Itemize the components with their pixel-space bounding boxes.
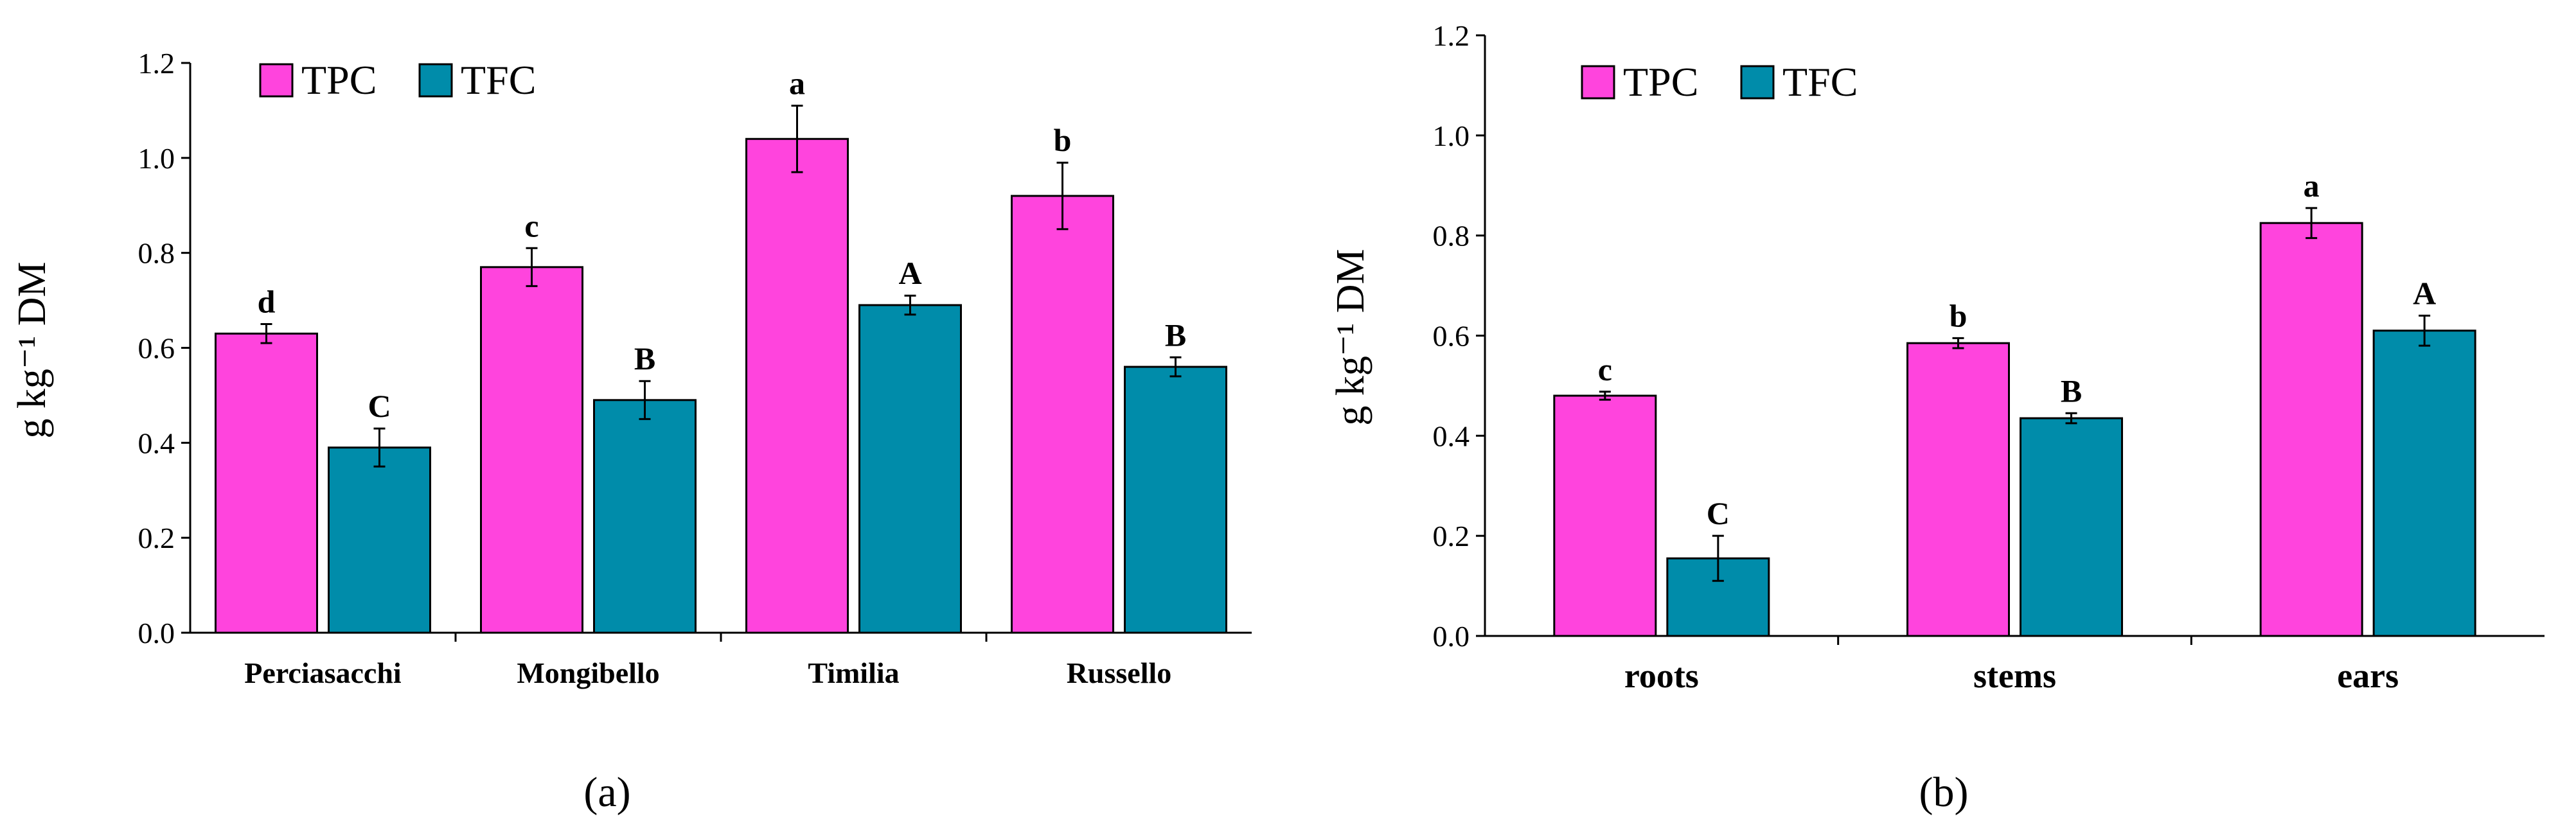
y-tick-label: 1.0 (1433, 119, 1470, 152)
significance-letter: A (2413, 275, 2436, 311)
legend-swatch-tfc (1740, 65, 1775, 100)
bar-tpc (1553, 394, 1657, 637)
significance-letter: b (1950, 297, 1968, 333)
significance-letter: c (524, 207, 538, 243)
y-tick-label: 0.8 (1433, 220, 1470, 252)
significance-letter: d (258, 284, 276, 320)
y-tick-label: 0.8 (138, 237, 175, 270)
y-axis-label: g kg⁻¹ DM (10, 261, 54, 438)
legend-swatch-tpc (1581, 65, 1615, 100)
bar-tfc (328, 446, 431, 634)
legend-label: TPC (1623, 59, 1698, 105)
legend-label: TPC (301, 57, 377, 103)
bar-tpc (480, 266, 583, 634)
y-tick-label: 1.0 (138, 142, 175, 175)
y-tick-label: 0.0 (1433, 620, 1470, 653)
legend-label: TFC (461, 57, 536, 103)
x-tick-label: Timilia (808, 656, 899, 689)
y-tick-label: 1.2 (138, 47, 175, 80)
bar-tfc (2372, 330, 2476, 637)
x-tick-label: Russello (1067, 656, 1172, 689)
bar-tfc (1124, 366, 1227, 634)
bar-tpc (1906, 342, 2010, 637)
y-tick-label: 0.0 (138, 617, 175, 649)
significance-letter: C (368, 388, 391, 424)
panel-a-chart: 0.0 0.2 0.4 0.6 0.8 1.0 1.2 g kg⁻¹ DM d C Perciasa… (10, 47, 1252, 816)
y-tick-label: 0.4 (1433, 419, 1470, 452)
y-tick-label: 0.6 (138, 332, 175, 365)
significance-letter: a (789, 66, 805, 101)
panel-label: (a) (583, 769, 630, 816)
x-tick-label: stems (1973, 656, 2056, 695)
bar-tfc (593, 399, 697, 634)
bar-tfc (858, 304, 962, 634)
legend-label: TFC (1782, 59, 1858, 105)
x-tick-label: roots (1624, 656, 1699, 695)
y-tick-label: 0.2 (1433, 520, 1470, 552)
significance-letter: c (1598, 351, 1612, 387)
bar-tpc (1011, 195, 1114, 634)
legend-swatch-tfc (418, 63, 453, 98)
y-tick-label: 0.4 (138, 427, 175, 459)
significance-letter: B (2061, 373, 2082, 409)
panel-label: (b) (1919, 769, 1969, 816)
significance-letter: B (1165, 317, 1186, 353)
significance-letter: B (634, 340, 655, 376)
significance-letter: b (1054, 122, 1072, 158)
y-axis-label: g kg⁻¹ DM (1329, 249, 1372, 425)
x-tick-label: Perciasacchi (244, 656, 402, 689)
bar-tfc (2020, 417, 2123, 637)
significance-letter: a (2304, 168, 2320, 204)
significance-letter: A (898, 255, 921, 291)
x-tick-label: ears (2337, 656, 2399, 695)
y-tick-label: 1.2 (1433, 19, 1470, 52)
bar-tpc (215, 332, 318, 634)
bar-tpc (2259, 222, 2363, 637)
bar-tpc (745, 137, 849, 634)
y-tick-label: 0.2 (138, 522, 175, 554)
legend-swatch-tpc (259, 63, 294, 98)
y-tick-label: 0.6 (1433, 320, 1470, 353)
x-tick-label: Mongibello (517, 656, 659, 689)
significance-letter: C (1707, 495, 1730, 531)
